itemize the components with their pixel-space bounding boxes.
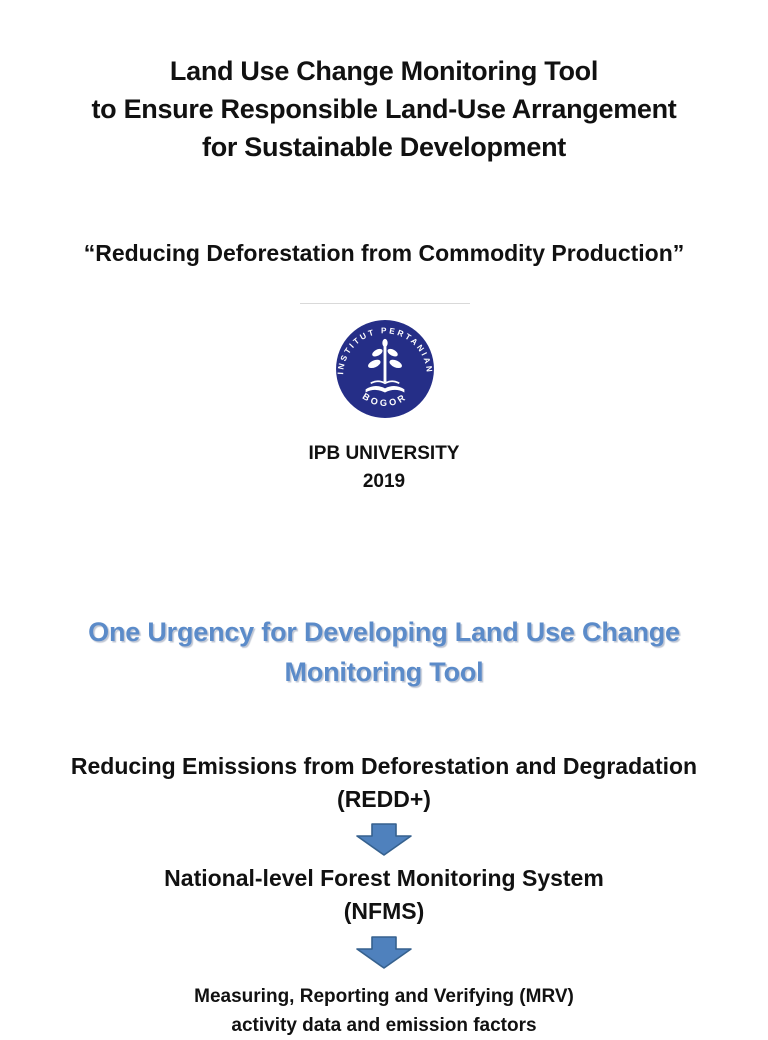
flow-down-arrow-2 <box>0 936 768 974</box>
institution-block: IPB UNIVERSITY 2019 <box>0 440 768 496</box>
flow-step-mrv: Measuring, Reporting and Verifying (MRV)… <box>0 982 768 1040</box>
flow-step-redd-line-2: (REDD+) <box>337 786 431 812</box>
institution-name: IPB UNIVERSITY <box>308 443 460 464</box>
flow-step-mrv-line-1: Measuring, Reporting and Verifying (MRV) <box>194 986 574 1007</box>
slide2-heading-line-2: Monitoring Tool <box>284 657 484 687</box>
title-line-1: Land Use Change Monitoring Tool <box>169 56 599 86</box>
year: 2019 <box>362 471 406 492</box>
slide1-title: Land Use Change Monitoring Tool to Ensur… <box>0 52 768 166</box>
flow-step-redd: Reducing Emissions from Deforestation an… <box>0 750 768 816</box>
ipb-seal-icon: INSTITUT PERTANIAN BOGOR <box>336 320 434 418</box>
title-line-2: to Ensure Responsible Land-Use Arrangeme… <box>91 94 677 124</box>
down-arrow-icon <box>356 936 412 969</box>
ipb-university-logo: INSTITUT PERTANIAN BOGOR <box>334 318 436 420</box>
down-arrow-icon <box>356 823 412 856</box>
flow-step-redd-line-1: Reducing Emissions from Deforestation an… <box>70 753 698 779</box>
subtitle-quote: “Reducing Deforestation from Commodity P… <box>83 240 685 266</box>
flow-step-nfms-line-1: National-level Forest Monitoring System <box>164 865 604 891</box>
title-line-3: for Sustainable Development <box>202 132 566 162</box>
slide2-heading: One Urgency for Developing Land Use Chan… <box>0 612 768 692</box>
plant-glyph <box>365 338 405 393</box>
slide2-heading-line-1: One Urgency for Developing Land Use Chan… <box>88 617 680 647</box>
flow-step-nfms: National-level Forest Monitoring System … <box>0 862 768 928</box>
flow-step-mrv-line-2: activity data and emission factors <box>231 1015 537 1036</box>
flow-down-arrow-1 <box>0 823 768 861</box>
flow-step-nfms-line-2: (NFMS) <box>343 898 425 924</box>
logo-top-border <box>300 303 470 304</box>
